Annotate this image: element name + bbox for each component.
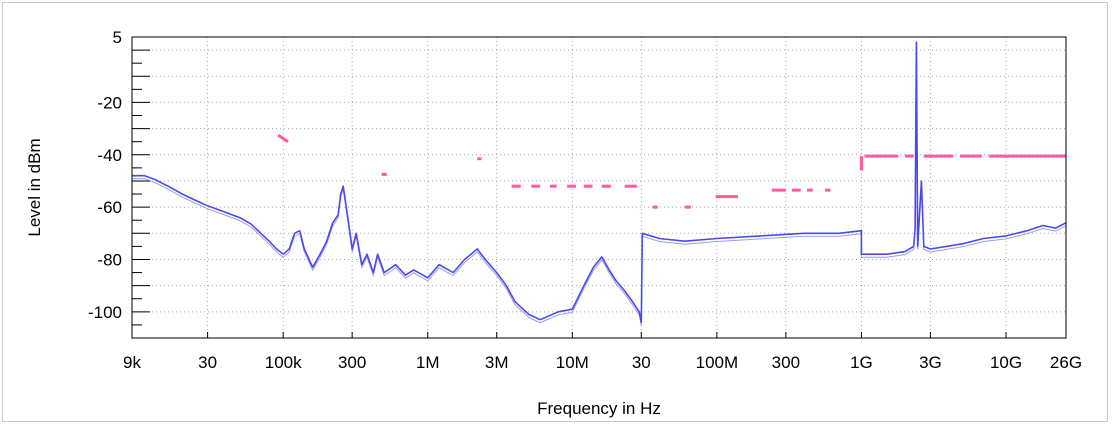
x-tick-label: 1G (850, 353, 873, 372)
grid (131, 36, 1067, 339)
y-tick-label: -20 (97, 93, 122, 112)
x-tick-label: 26G (1050, 353, 1082, 372)
measured-trace-band (132, 45, 1067, 326)
x-tick-label: 100k (265, 353, 302, 372)
x-tick-label: 10M (556, 353, 589, 372)
x-tick-label: 300 (338, 353, 366, 372)
tick-labels: 9k 30 100k 300 1M 3M 10M 30 100M 300 1G 3G 10G 26G 5 -2… (88, 28, 1082, 372)
x-tick-label: 10G (990, 353, 1022, 372)
x-tick-label: 9k (123, 353, 141, 372)
x-axis-label: Frequency in Hz (537, 399, 661, 418)
y-tick-label: -40 (97, 146, 122, 165)
y-tick-label: -60 (97, 198, 122, 217)
y-axis-label: Level in dBm (25, 138, 44, 236)
axis-ticks (131, 36, 1067, 339)
x-tick-label: 30 (632, 353, 651, 372)
x-tick-label: 300 (772, 353, 800, 372)
series-layer (132, 41, 1067, 326)
plot-border (131, 36, 1067, 339)
measured-trace (132, 41, 1067, 324)
x-tick-label: 1M (416, 353, 440, 372)
y-tick-label: -80 (97, 250, 122, 269)
y-tick-label: -100 (88, 303, 122, 322)
x-tick-label: 3G (919, 353, 942, 372)
y-tick-label: 5 (113, 28, 122, 47)
x-tick-label: 100M (696, 353, 739, 372)
x-tick-label: 3M (485, 353, 509, 372)
x-tick-label: 30 (198, 353, 217, 372)
limit-segment (277, 133, 289, 143)
